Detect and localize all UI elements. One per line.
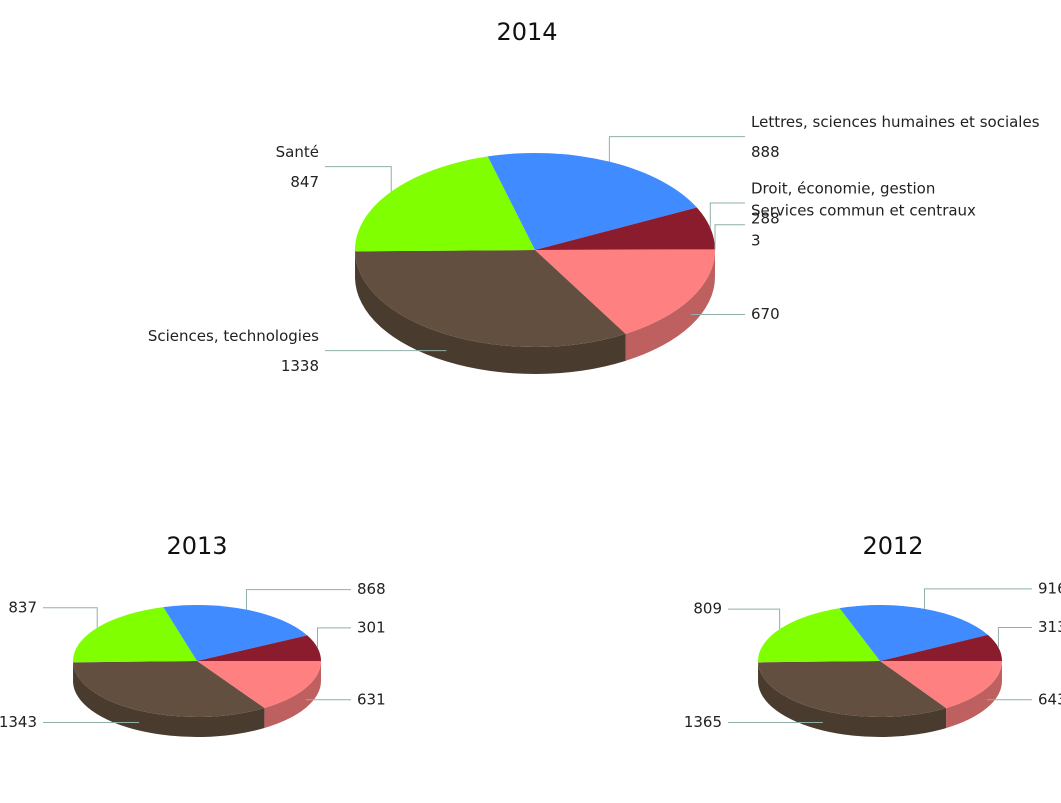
- leader-line: [608, 136, 745, 162]
- chart-title: 2013: [166, 532, 227, 560]
- leader-line: [43, 607, 98, 628]
- value-label: 643: [1038, 690, 1061, 708]
- leader-line: [325, 166, 392, 192]
- value-label: 847: [290, 173, 319, 191]
- pie-slice: [535, 207, 715, 250]
- value-label: 916: [1038, 579, 1061, 597]
- chart-title: 2012: [862, 532, 923, 560]
- value-label: 288: [751, 209, 780, 227]
- chart-title: 2014: [496, 18, 557, 46]
- pie-slice: [355, 156, 535, 252]
- pie-slice: [880, 634, 1002, 661]
- slice-side: [758, 662, 947, 738]
- slice-side: [264, 661, 321, 729]
- value-label: 837: [8, 598, 37, 616]
- slice-side: [355, 251, 626, 374]
- value-label: 888: [751, 143, 780, 161]
- value-label: 1365: [684, 713, 722, 731]
- value-label: 3: [751, 231, 761, 249]
- slice-label: Services commun et centraux: [751, 201, 976, 219]
- leader-line: [728, 608, 781, 630]
- pie-slice: [758, 661, 947, 718]
- leader-line: [709, 202, 745, 228]
- pie-slice: [758, 608, 880, 663]
- value-label: 670: [751, 305, 780, 323]
- pie-slice: [487, 153, 697, 250]
- leader-line: [245, 589, 351, 610]
- slice-label: Sciences, technologies: [148, 327, 319, 345]
- value-label: 809: [693, 600, 722, 618]
- slice-label: Lettres, sciences humaines et sociales: [751, 113, 1040, 131]
- slice-side: [625, 250, 715, 361]
- slice-label: Droit, économie, gestion: [751, 179, 935, 197]
- pie-slice: [839, 605, 988, 661]
- value-label: 301: [357, 618, 386, 636]
- leader-line: [317, 627, 351, 648]
- leader-line: [714, 224, 745, 250]
- pie-slice: [535, 250, 715, 334]
- pie-slice: [355, 250, 626, 347]
- pie-slice: [197, 635, 321, 661]
- pie-slice: [197, 661, 321, 709]
- value-label: 1343: [0, 713, 37, 731]
- value-label: 1338: [281, 357, 319, 375]
- slice-label: Santé: [276, 143, 319, 161]
- leader-line: [997, 627, 1032, 648]
- value-label: 631: [357, 690, 386, 708]
- pie-slice: [73, 607, 197, 663]
- value-label: 868: [357, 580, 386, 598]
- pie-slice: [880, 661, 1002, 709]
- leader-line: [924, 588, 1032, 609]
- slice-side: [946, 661, 1002, 729]
- value-label: 313: [1038, 618, 1061, 636]
- slice-side: [73, 662, 265, 737]
- pie-slice: [73, 661, 265, 717]
- pie-slice: [163, 605, 308, 661]
